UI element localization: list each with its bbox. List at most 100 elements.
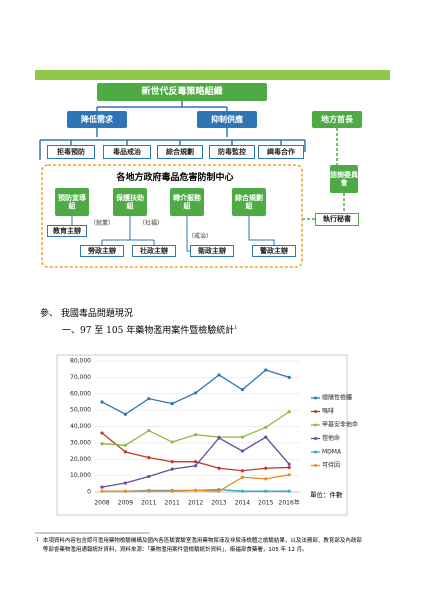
- point: [170, 440, 174, 444]
- point: [123, 450, 127, 454]
- lead-box: 勞政主辦: [80, 245, 124, 257]
- section-heading: 參、 我國毒品問題現況: [40, 309, 133, 319]
- point: [194, 488, 198, 492]
- chart: 0 10,000 20,000 30,000 40,000 50,000 60,000 70,…: [70, 358, 358, 507]
- point: [194, 460, 198, 464]
- org-box: 降低需求: [67, 111, 127, 128]
- y-tick-label: 60,000: [70, 390, 91, 397]
- point: [100, 485, 104, 489]
- org-box: 諮詢委員會: [330, 165, 358, 193]
- point: [217, 373, 221, 377]
- note: （戒治）: [188, 233, 213, 240]
- point: [240, 435, 244, 439]
- point: [100, 431, 104, 435]
- chart-frame: [56, 354, 348, 516]
- legend-label: 嗎啡: [322, 407, 334, 415]
- point: [287, 410, 291, 414]
- point: [147, 456, 151, 460]
- point: [147, 474, 151, 479]
- footnote-ref: 1: [234, 325, 238, 331]
- subheading: 一、97 至 105 年藥物濫用案件暨檢驗統計1: [62, 323, 237, 336]
- point: [123, 481, 127, 485]
- subheading-text: 一、97 至 105 年藥物濫用案件暨檢驗統計: [62, 326, 235, 336]
- y-tick-label: 50,000: [70, 407, 91, 414]
- point: [240, 449, 244, 453]
- lead-box: 社政主辦: [132, 245, 176, 257]
- legend-label: 愷他命: [322, 434, 340, 442]
- y-tick-label: 30,000: [70, 439, 91, 446]
- legend-marker: [314, 450, 317, 454]
- band: [35, 70, 390, 80]
- y-tick-label: 0: [87, 489, 91, 496]
- legend-label: 總陽性檢體: [322, 394, 352, 402]
- y-tick-label: 70,000: [70, 374, 91, 381]
- group-box: 預防宣導組: [55, 188, 89, 216]
- point: [217, 489, 221, 493]
- x-tick-label: 2009: [118, 500, 133, 507]
- point: [147, 489, 151, 493]
- point: [264, 368, 268, 372]
- x-tick-label: 2011: [165, 500, 180, 507]
- x-tick-label: 2016年: [279, 499, 300, 507]
- point: [217, 436, 221, 440]
- point: [264, 435, 268, 439]
- point: [264, 489, 268, 493]
- point: [100, 442, 104, 446]
- legend-marker: [314, 464, 317, 467]
- legend-label: MDMA: [322, 449, 342, 456]
- legend-label: 甲基安非他命: [322, 421, 358, 429]
- y-tick-label: 80,000: [70, 358, 91, 365]
- org-top: 新世代反毒策略組織: [97, 83, 267, 101]
- group-box: 轉介服務組: [170, 188, 204, 216]
- legend-marker: [314, 396, 317, 400]
- local-connectors: [302, 128, 345, 220]
- series-line: [102, 474, 290, 492]
- point: [123, 412, 127, 416]
- point: [194, 433, 198, 437]
- org-box: 執行秘書: [315, 213, 359, 226]
- group-connectors: [71, 216, 275, 252]
- center-frame: [41, 164, 303, 268]
- point: [194, 391, 198, 395]
- org-box: 拒毒預防: [47, 145, 95, 159]
- legend-marker: [314, 437, 317, 440]
- legend-label: 可待因: [322, 461, 340, 469]
- x-tick-label: 2015: [258, 500, 273, 507]
- point: [147, 397, 151, 401]
- unit-label: 單位：件數: [310, 491, 343, 499]
- org-box: 抑制供應: [197, 111, 257, 128]
- x-tick-label: 2012: [188, 500, 203, 507]
- group-box: 綜合規劃組: [232, 188, 266, 216]
- note: （社福）: [139, 220, 164, 227]
- org-box: 地方首長: [312, 111, 362, 128]
- point: [100, 489, 104, 493]
- center-title: 各地方政府毒品危害防制中心: [116, 172, 234, 183]
- footnote: 1 本項資料內容包含認可濫用藥物檢驗機構及國內各區驗實驗室濫用藥物尿液及非尿液檢體…: [36, 537, 366, 555]
- x-tick-label: 2011: [141, 500, 156, 507]
- x-tick-label: 2008: [94, 500, 109, 507]
- connectors: [39, 101, 306, 160]
- point: [170, 460, 174, 464]
- point: [217, 466, 221, 470]
- y-tick-label: 20,000: [70, 456, 91, 463]
- point: [170, 401, 174, 406]
- y-tick-label: 40,000: [70, 423, 91, 430]
- x-tick-label: 2014: [235, 500, 250, 507]
- lead-box: 警政主辦: [252, 245, 296, 257]
- point: [264, 466, 268, 470]
- org-box: 綜合規劃: [157, 145, 203, 159]
- point: [264, 477, 268, 481]
- point: [264, 425, 268, 429]
- lead-box: 教育主辦: [47, 225, 87, 237]
- point: [287, 465, 291, 470]
- point: [240, 388, 244, 392]
- point: [123, 443, 127, 447]
- org-box: 緝毒合作: [258, 145, 304, 159]
- point: [287, 473, 291, 477]
- x-tick-label: 2013: [211, 500, 226, 507]
- org-box: 毒品戒治: [103, 145, 151, 159]
- point: [194, 464, 198, 468]
- point: [170, 489, 174, 493]
- footnote-text: 本項資料內容包含認可濫用藥物檢驗機構及國內各區驗實驗室濫用藥物尿液及非尿液檢體之…: [42, 538, 362, 553]
